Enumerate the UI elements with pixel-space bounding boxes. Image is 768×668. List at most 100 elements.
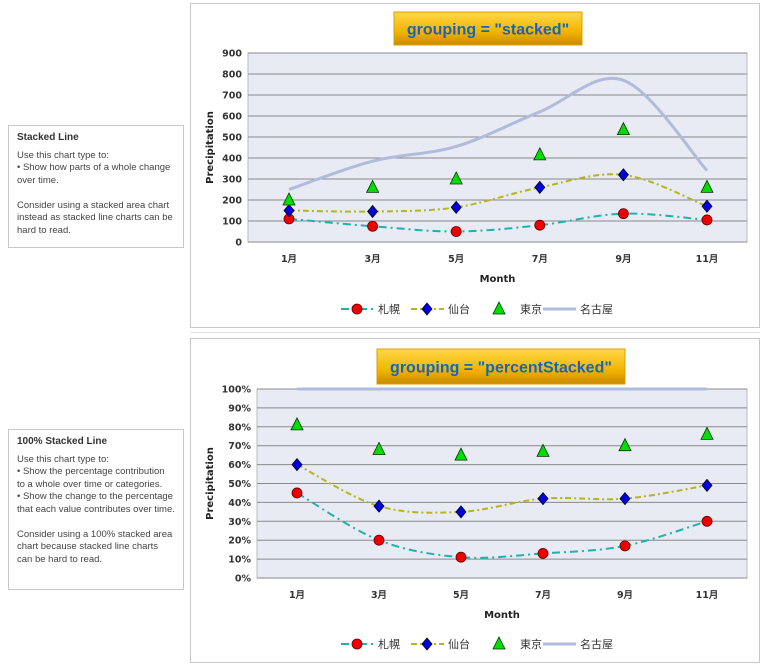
chart-stacked: grouping = "stacked" 0 100 200 300 400 500 600 7…: [190, 3, 760, 328]
data-point-札幌: [537, 548, 549, 559]
info-panel-100-stacked-line: 100% Stacked Line Use this chart type to…: [8, 429, 184, 590]
data-point-札幌: [367, 220, 379, 232]
legend-label: 名古屋: [580, 637, 613, 651]
data-point-札幌: [619, 540, 631, 552]
data-point-仙台: [617, 168, 629, 182]
series-line-札幌: [288, 212, 708, 233]
chart-percent-stacked: grouping = "percentStacked" 0% 10% 20% 30% 40…: [190, 338, 760, 663]
x-tick-label: 11月: [696, 590, 719, 601]
data-point-仙台: [537, 491, 549, 506]
info-title: Stacked Line: [17, 132, 79, 143]
data-point-東京: [533, 146, 547, 161]
data-point-東京: [616, 121, 631, 136]
data-point-札幌: [701, 214, 713, 226]
series-line-札幌: [296, 492, 708, 559]
y-tick-label: 0: [235, 238, 242, 249]
data-point-東京: [536, 443, 550, 457]
y-tick-label: 90%: [228, 403, 251, 414]
chart-svg: grouping = "stacked" 0 100 200 300 400 500 600 7…: [205, 11, 748, 316]
x-tick-label: 11月: [696, 254, 719, 265]
y-tick-label: 50%: [228, 479, 251, 490]
data-point-仙台: [701, 199, 713, 213]
y-tick-label: 900: [222, 49, 242, 60]
data-point-東京: [282, 192, 296, 206]
series-line-仙台: [288, 173, 708, 213]
chart-svg: grouping = "percentStacked" 0% 10% 20% 30% 40…: [205, 348, 748, 651]
data-point-東京: [449, 171, 463, 185]
legend-marker-東京: [492, 301, 506, 315]
x-tick-label: 1月: [289, 590, 305, 601]
y-tick-label: 400: [222, 154, 242, 165]
chart-title: grouping = "percentStacked": [390, 360, 612, 377]
y-tick-label: 200: [222, 196, 242, 207]
info-body: Use this chart type to: • Show how parts…: [17, 149, 173, 236]
legend-label: 東京: [520, 637, 542, 651]
chart-title-box: [393, 11, 583, 46]
data-point-札幌: [373, 534, 385, 546]
data-point-札幌: [455, 551, 467, 563]
data-point-仙台: [367, 204, 379, 219]
x-tick-label: 9月: [615, 254, 631, 265]
divider: [190, 332, 760, 333]
x-axis-label: Month: [480, 274, 516, 285]
chart-title-box: [376, 348, 626, 385]
info-body: Use this chart type to: • Show the perce…: [17, 453, 175, 565]
y-tick-label: 600: [222, 112, 242, 123]
data-point-札幌: [534, 219, 546, 231]
data-point-仙台: [373, 499, 385, 513]
data-point-東京: [290, 417, 304, 431]
y-tick-label: 100%: [222, 385, 252, 396]
y-tick-label: 100: [222, 217, 242, 228]
y-tick-label: 500: [222, 133, 242, 144]
data-point-札幌: [701, 515, 713, 527]
x-tick-label: 7月: [535, 590, 551, 601]
x-tick-label: 5月: [448, 254, 464, 265]
y-axis-label: Precipitation: [205, 447, 216, 520]
y-tick-label: 80%: [228, 422, 251, 433]
info-panel-stacked-line: Stacked Line Use this chart type to: • S…: [8, 125, 184, 248]
data-point-札幌: [617, 208, 629, 220]
y-tick-label: 700: [222, 91, 242, 102]
y-axis-label: Precipitation: [205, 111, 216, 184]
data-point-仙台: [455, 505, 467, 519]
data-point-東京: [372, 441, 386, 455]
series-line-名古屋: [288, 77, 709, 191]
data-point-東京: [700, 426, 714, 440]
y-tick-label: 70%: [228, 441, 251, 452]
data-point-仙台: [283, 203, 295, 218]
info-title: 100% Stacked Line: [17, 436, 108, 447]
y-tick-label: 300: [222, 175, 242, 186]
data-point-仙台: [619, 491, 631, 506]
y-tick-label: 800: [222, 70, 242, 81]
y-tick-label: 0%: [235, 574, 252, 585]
x-tick-label: 5月: [453, 590, 469, 601]
x-tick-label: 3月: [371, 590, 387, 601]
legend-marker-札幌: [351, 303, 363, 315]
y-tick-label: 30%: [228, 517, 251, 528]
data-point-仙台: [291, 457, 303, 472]
y-tick-label: 20%: [228, 536, 251, 547]
data-point-東京: [365, 179, 380, 193]
legend-label: 名古屋: [580, 302, 613, 316]
x-tick-label: 9月: [617, 590, 633, 601]
x-tick-label: 1月: [281, 254, 297, 265]
legend-label: 札幌: [378, 637, 400, 651]
y-tick-label: 60%: [228, 460, 251, 471]
data-point-札幌: [450, 226, 462, 237]
legend-label: 仙台: [448, 637, 470, 651]
data-point-東京: [454, 447, 468, 461]
x-axis-label: Month: [484, 610, 520, 621]
data-point-仙台: [534, 180, 546, 195]
legend-label: 仙台: [448, 302, 470, 316]
data-point-東京: [618, 437, 632, 452]
x-tick-label: 3月: [365, 254, 381, 265]
data-point-札幌: [291, 487, 303, 499]
data-point-仙台: [701, 478, 713, 493]
x-tick-label: 7月: [532, 254, 548, 265]
y-tick-label: 40%: [228, 498, 251, 509]
data-point-東京: [700, 179, 714, 193]
y-tick-label: 10%: [228, 555, 251, 566]
legend-marker-仙台: [421, 302, 433, 316]
legend-label: 東京: [520, 302, 542, 316]
legend-marker-仙台: [421, 637, 433, 651]
